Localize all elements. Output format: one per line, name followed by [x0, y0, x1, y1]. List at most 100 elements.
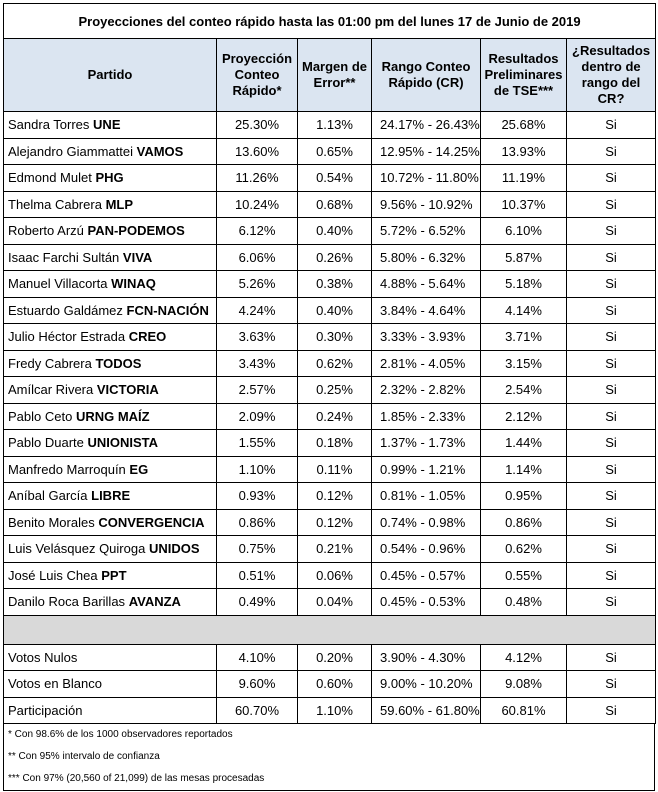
margin-cell: 0.38%	[297, 270, 372, 298]
party-abbreviation: UNIDOS	[148, 541, 200, 557]
tse-cell: 0.95%	[480, 482, 567, 510]
party-abbreviation: TODOS	[95, 355, 142, 371]
party-cell: Pablo Ceto URNG MAÍZ	[3, 402, 217, 430]
table-row: Luis Velásquez Quiroga UNIDOS 0.75% 0.21% 0…	[3, 535, 657, 563]
margin-cell: 0.60%	[297, 670, 372, 698]
candidate-name: Amílcar Rivera	[8, 382, 94, 398]
party-abbreviation: MLP	[105, 196, 134, 212]
table-row: Isaac Farchi Sultán VIVA 6.06% 0.26% 5.80% …	[3, 243, 657, 271]
party-abbreviation: FCN-NACIÓN	[126, 302, 209, 318]
table-title: Proyecciones del conteo rápido hasta las…	[2, 3, 657, 39]
candidate-name: Aníbal García	[8, 488, 88, 504]
table-row: Roberto Arzú PAN-PODEMOS 6.12% 0.40% 5.72% …	[3, 217, 657, 245]
results-table: Proyecciones del conteo rápido hasta las…	[2, 3, 657, 724]
tse-cell: 0.62%	[480, 535, 567, 563]
projection-cell: 0.75%	[216, 535, 298, 563]
party-cell: Estuardo Galdámez FCN-NACIÓN	[3, 296, 217, 324]
party-abbreviation: UNIONISTA	[87, 435, 159, 451]
in-range-cell: Si	[565, 561, 657, 589]
table-row: Manfredo Marroquín EG 1.10% 0.11% 0.99% - 1…	[3, 455, 657, 483]
projection-cell: 11.26%	[216, 164, 298, 192]
margin-cell: 0.20%	[297, 643, 372, 671]
header-in-range: ¿Resultados dentro de rango del CR?	[565, 38, 657, 112]
projection-cell: 4.24%	[216, 296, 298, 324]
margin-cell: 0.30%	[297, 323, 372, 351]
range-cell: 9.00% - 10.20%	[371, 670, 481, 698]
in-range-cell: Si	[565, 217, 657, 245]
summary-row: Votos Nulos 4.10% 0.20% 3.90% - 4.30% 4.12% S…	[3, 643, 657, 671]
range-cell: 1.37% - 1.73%	[371, 429, 481, 457]
table-row: Pablo Ceto URNG MAÍZ 2.09% 0.24% 1.85% - 2.…	[3, 402, 657, 430]
table-row: Estuardo Galdámez FCN-NACIÓN 4.24% 0.40% 3.…	[3, 296, 657, 324]
party-cell: Edmond Mulet PHG	[3, 164, 217, 192]
party-cell: Julio Héctor Estrada CREO	[3, 323, 217, 351]
projection-cell: 0.86%	[216, 508, 298, 536]
party-cell: Manuel Villacorta WINAQ	[3, 270, 217, 298]
party-abbreviation: LIBRE	[91, 488, 131, 504]
header-party: Partido	[3, 38, 217, 112]
in-range-cell: Si	[565, 588, 657, 616]
tse-cell: 2.54%	[480, 376, 567, 404]
projection-cell: 6.12%	[216, 217, 298, 245]
header-tse: Resultados Preliminares de TSE***	[480, 38, 567, 112]
candidate-name: Isaac Farchi Sultán	[8, 249, 120, 265]
range-cell: 9.56% - 10.92%	[371, 190, 481, 218]
table-row: Benito Morales CONVERGENCIA 0.86% 0.12% 0.7…	[3, 508, 657, 536]
projection-cell: 13.60%	[216, 137, 298, 165]
candidate-name: Edmond Mulet	[8, 170, 92, 186]
tse-cell: 2.12%	[480, 402, 567, 430]
party-cell: Sandra Torres UNE	[3, 111, 217, 139]
projection-cell: 5.26%	[216, 270, 298, 298]
range-cell: 24.17% - 26.43%	[371, 111, 481, 139]
separator-row	[2, 614, 657, 645]
party-abbreviation: AVANZA	[128, 594, 181, 610]
projection-cell: 0.51%	[216, 561, 298, 589]
projection-cell: 3.63%	[216, 323, 298, 351]
tse-cell: 5.87%	[480, 243, 567, 271]
tse-cell: 60.81%	[480, 696, 567, 724]
separator-cell	[2, 614, 657, 645]
party-abbreviation: PHG	[95, 170, 124, 186]
range-cell: 5.72% - 6.52%	[371, 217, 481, 245]
in-range-cell: Si	[565, 270, 657, 298]
candidate-name: Julio Héctor Estrada	[8, 329, 126, 345]
projection-cell: 6.06%	[216, 243, 298, 271]
in-range-cell: Si	[565, 296, 657, 324]
margin-cell: 0.40%	[297, 217, 372, 245]
margin-cell: 0.40%	[297, 296, 372, 324]
candidate-name: José Luis Chea	[8, 567, 98, 583]
candidate-name: Fredy Cabrera	[8, 355, 92, 371]
range-cell: 0.81% - 1.05%	[371, 482, 481, 510]
tse-cell: 0.48%	[480, 588, 567, 616]
candidate-name: Thelma Cabrera	[8, 196, 102, 212]
range-cell: 0.45% - 0.57%	[371, 561, 481, 589]
range-cell: 4.88% - 5.64%	[371, 270, 481, 298]
margin-cell: 0.24%	[297, 402, 372, 430]
margin-cell: 1.13%	[297, 111, 372, 139]
projection-cell: 1.10%	[216, 455, 298, 483]
in-range-cell: Si	[565, 376, 657, 404]
projection-cell: 60.70%	[216, 696, 298, 724]
table-row: Aníbal García LIBRE 0.93% 0.12% 0.81% - 1.0…	[3, 482, 657, 510]
projection-cell: 0.49%	[216, 588, 298, 616]
in-range-cell: Si	[565, 508, 657, 536]
projection-cell: 3.43%	[216, 349, 298, 377]
margin-cell: 0.18%	[297, 429, 372, 457]
in-range-cell: Si	[565, 429, 657, 457]
projection-cell: 2.57%	[216, 376, 298, 404]
footnote-text: *** Con 97% (20,560 of 21,099) de las me…	[8, 773, 265, 784]
party-cell: Isaac Farchi Sultán VIVA	[3, 243, 217, 271]
party-cell: Pablo Duarte UNIONISTA	[3, 429, 217, 457]
party-abbreviation: PPT	[101, 567, 127, 583]
range-cell: 0.45% - 0.53%	[371, 588, 481, 616]
range-cell: 2.81% - 4.05%	[371, 349, 481, 377]
party-cell: Alejandro Giammattei VAMOS	[3, 137, 217, 165]
in-range-cell: Si	[565, 643, 657, 671]
party-cell: Luis Velásquez Quiroga UNIDOS	[3, 535, 217, 563]
party-cell: Aníbal García LIBRE	[3, 482, 217, 510]
in-range-cell: Si	[565, 696, 657, 724]
in-range-cell: Si	[565, 349, 657, 377]
in-range-cell: Si	[565, 323, 657, 351]
party-abbreviation: URNG MAÍZ	[75, 408, 150, 424]
in-range-cell: Si	[565, 164, 657, 192]
